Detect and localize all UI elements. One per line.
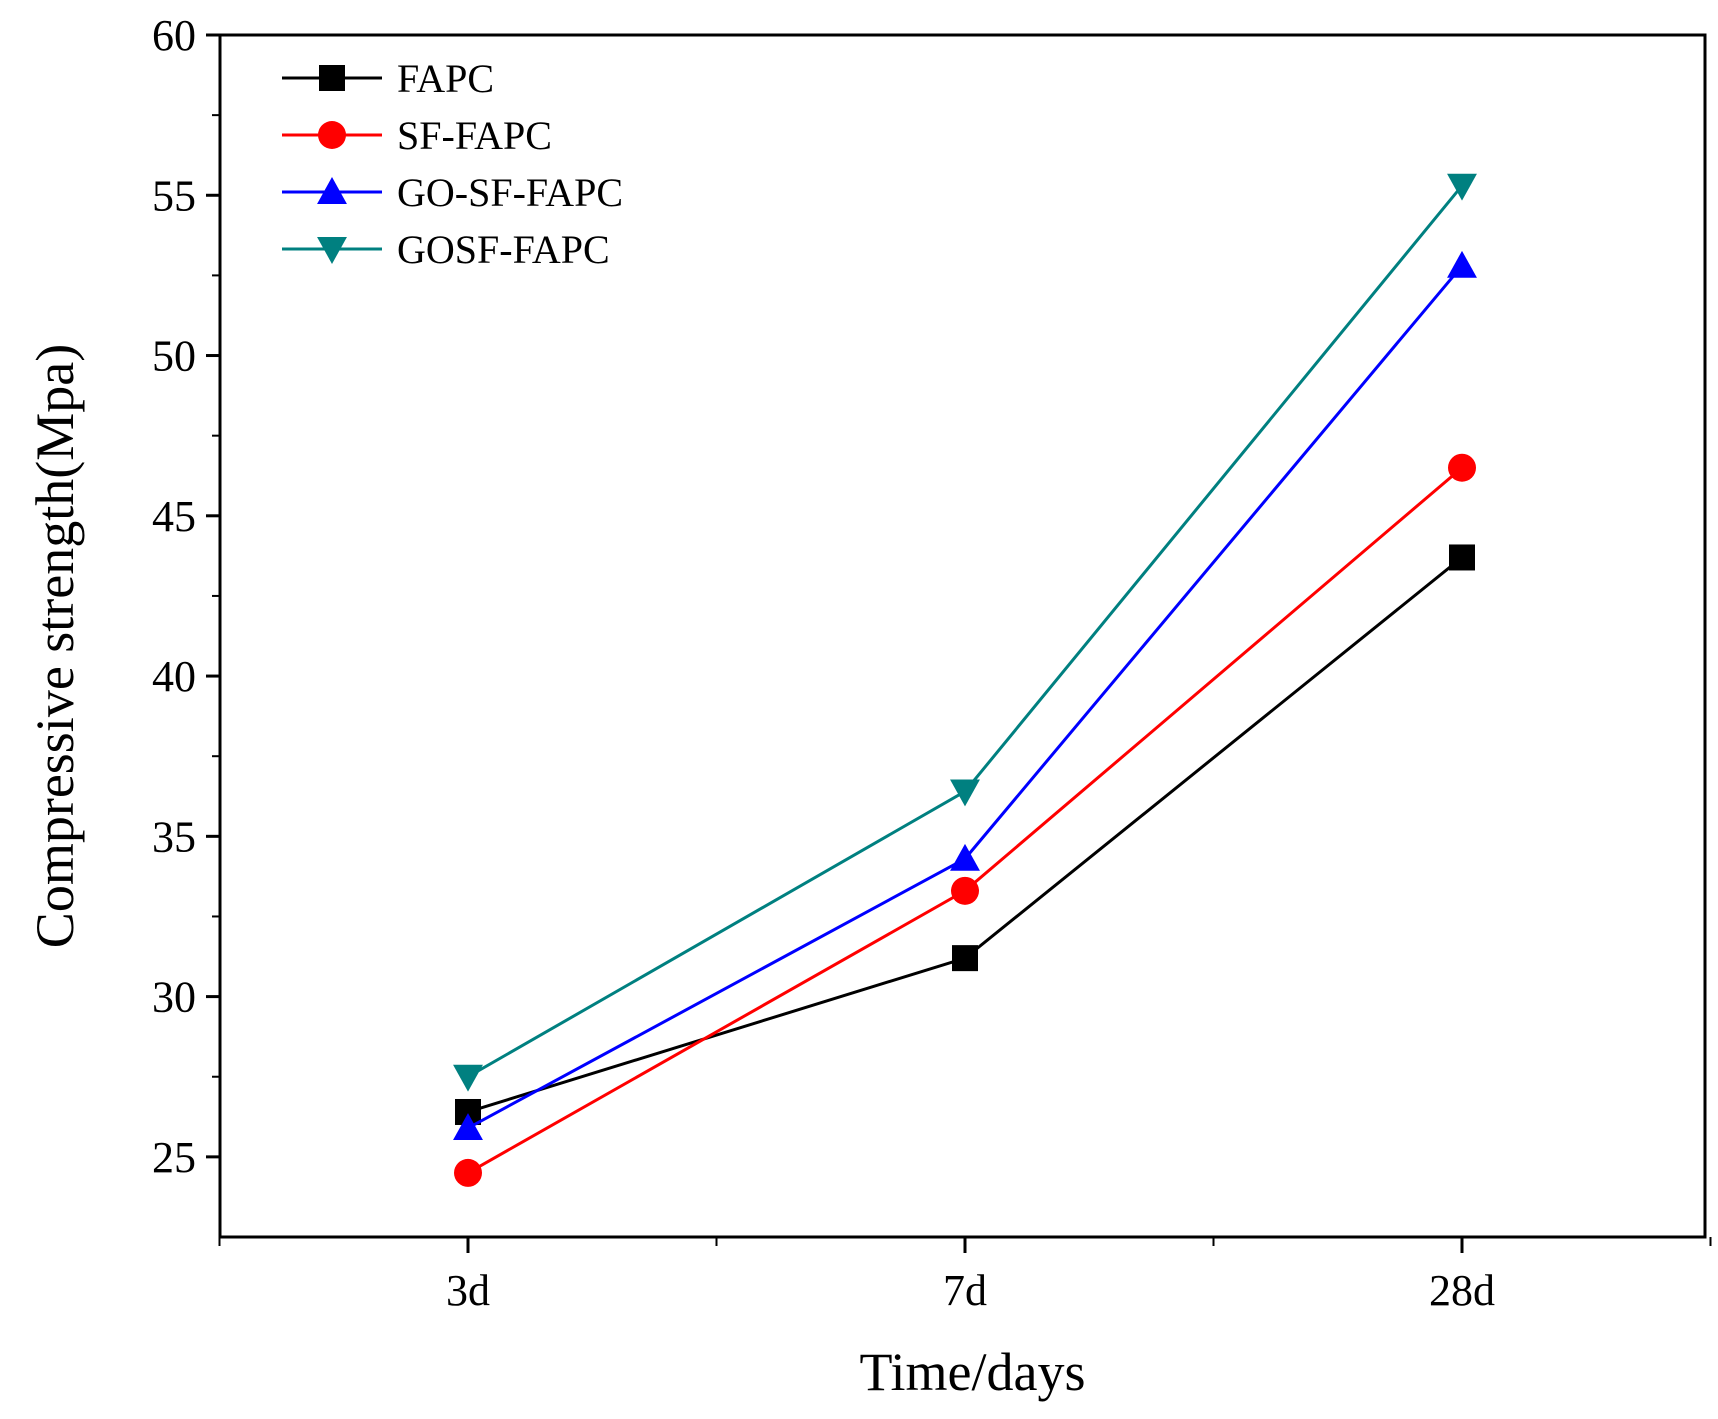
series-gosf-fapc — [453, 173, 1477, 1092]
legend-marker — [319, 65, 345, 91]
legend-label: GOSF-FAPC — [397, 227, 610, 272]
data-point — [950, 779, 980, 807]
data-point — [950, 843, 980, 871]
legend-marker — [317, 237, 347, 264]
legend-label: GO-SF-FAPC — [397, 170, 623, 215]
y-axis-title: Compressive strength(Mpa) — [25, 344, 85, 948]
legend-label: FAPC — [397, 56, 494, 101]
legend-marker — [317, 177, 347, 204]
y-tick-label: 60 — [152, 11, 196, 60]
legend: FAPC SF-FAPC GO-SF-FAPC GOSF-FAPC — [282, 56, 623, 272]
data-point — [1447, 250, 1477, 278]
plot-border — [218, 33, 1707, 1239]
y-tick-label: 30 — [152, 973, 196, 1022]
data-point — [1448, 453, 1476, 482]
data-point — [454, 1158, 482, 1187]
legend-item: SF-FAPC — [282, 113, 552, 158]
x-axis-ticks: 3d 7d 28d — [218, 1237, 1712, 1315]
legend-marker — [318, 121, 346, 149]
y-tick-label: 45 — [152, 492, 196, 541]
legend-label: SF-FAPC — [397, 113, 552, 158]
series-layer — [453, 173, 1477, 1187]
data-point — [952, 945, 978, 972]
series-fapc — [455, 544, 1475, 1125]
series-go-sf-fapc — [453, 250, 1477, 1140]
y-tick-label: 35 — [152, 812, 196, 861]
data-point — [951, 876, 979, 905]
plot-frame — [218, 33, 1707, 1239]
y-tick-label: 50 — [152, 332, 196, 381]
series-line — [467, 556, 1463, 1114]
legend-item: GOSF-FAPC — [282, 227, 610, 272]
y-tick-label: 25 — [152, 1133, 196, 1182]
x-tick-label: 3d — [446, 1266, 490, 1315]
data-point — [1449, 544, 1475, 571]
x-tick-label: 28d — [1429, 1266, 1495, 1315]
x-tick-label: 7d — [943, 1266, 987, 1315]
legend-item: FAPC — [282, 56, 494, 101]
data-point — [453, 1064, 483, 1092]
series-line — [467, 264, 1464, 1130]
legend-item: GO-SF-FAPC — [282, 170, 623, 215]
y-tick-label: 40 — [152, 652, 196, 701]
series-sf-fapc — [454, 453, 1476, 1187]
data-point — [1447, 173, 1477, 201]
y-axis-ticks: 25 30 35 40 45 50 55 60 — [152, 11, 220, 1182]
y-tick-label: 55 — [152, 171, 196, 220]
x-axis-title: Time/days — [859, 1342, 1085, 1402]
series-line — [467, 184, 1464, 1079]
data-point — [453, 1113, 483, 1140]
